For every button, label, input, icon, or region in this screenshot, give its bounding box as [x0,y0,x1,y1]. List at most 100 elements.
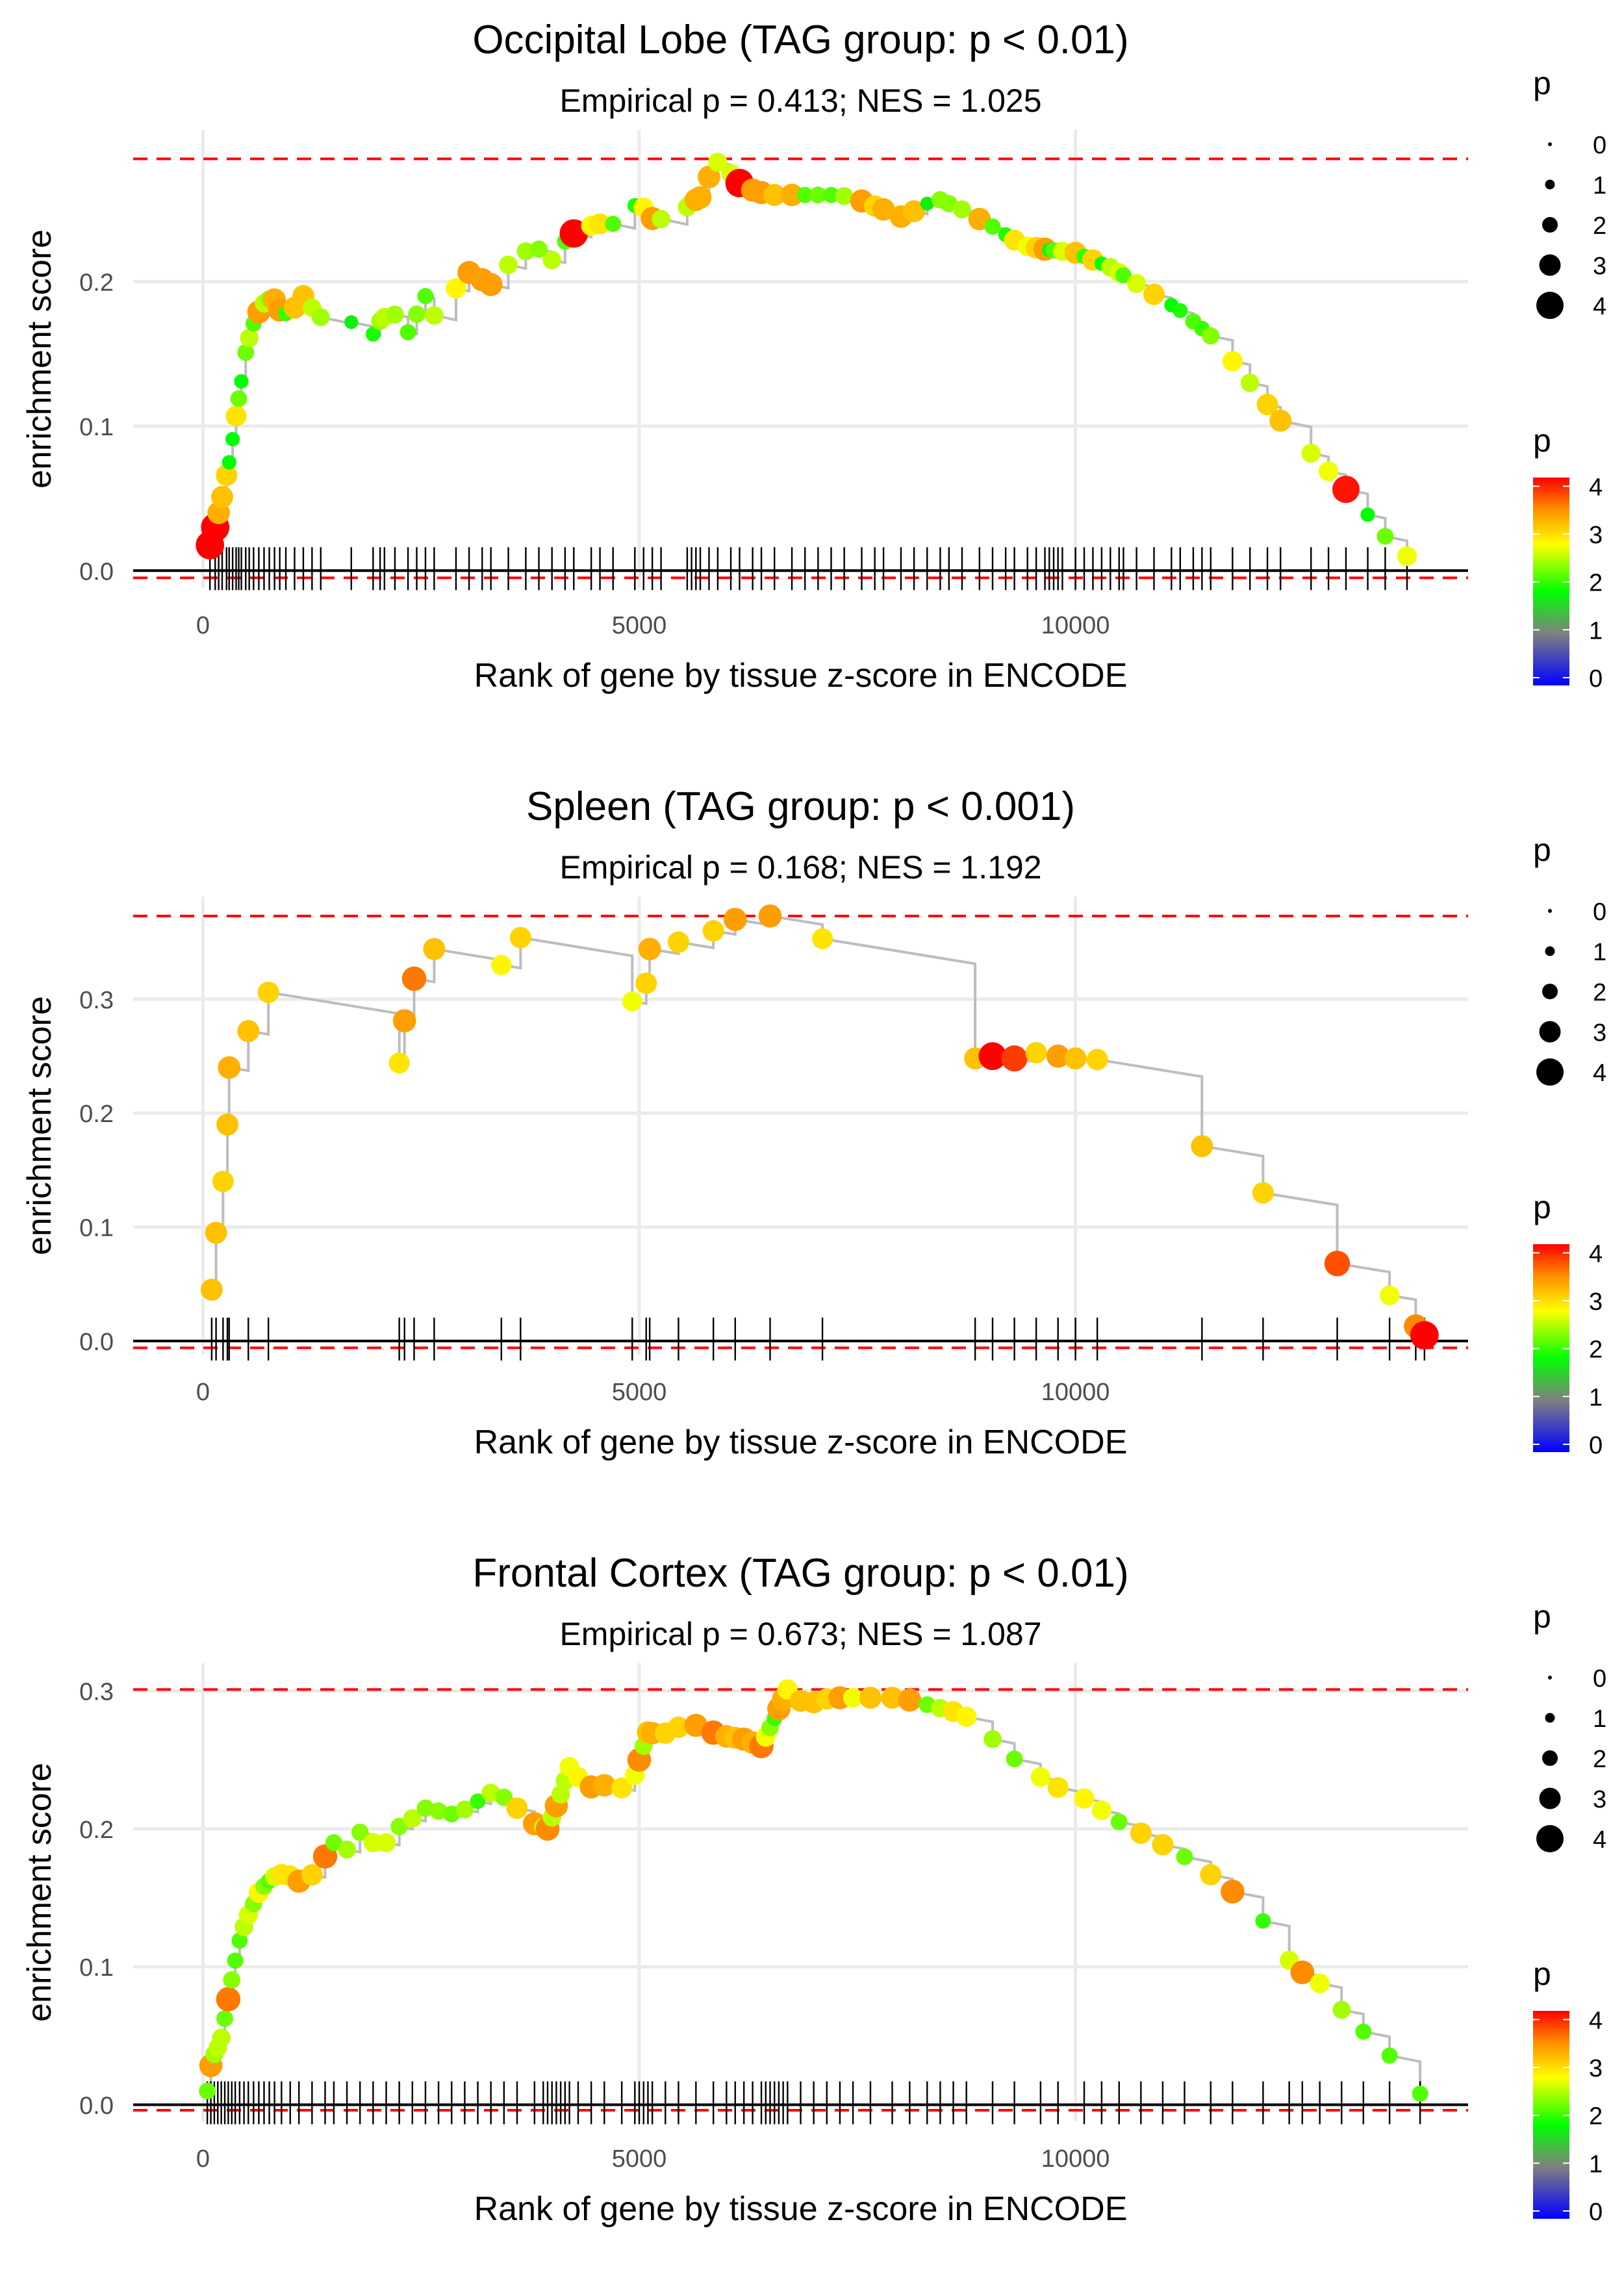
y-tick-label: 0.3 [79,1678,114,1706]
y-tick-label: 0.0 [79,1329,114,1356]
enrichment-point [652,209,670,229]
color-legend-label: 2 [1589,2103,1603,2130]
enrichment-point [1290,1960,1315,1984]
color-legend-label: 4 [1589,474,1603,501]
y-tick-label: 0.3 [79,987,114,1014]
x-tick-label: 5000 [612,612,667,639]
enrichment-point [1110,1813,1128,1831]
enrichment-point [470,1793,486,1809]
enrichment-point [1126,274,1147,293]
color-legend-label: 4 [1589,1240,1603,1268]
size-legend-label: 0 [1593,132,1606,159]
size-legend-label: 0 [1593,1665,1606,1693]
color-legend-label: 2 [1589,570,1603,597]
size-legend-key [1542,1750,1558,1766]
enrichment-point [984,218,1001,235]
enrichment-point [530,240,548,258]
enrichment-point [216,1113,239,1136]
size-legend-label: 4 [1593,1826,1606,1854]
enrichment-point [1173,303,1188,318]
enrichment-point [417,288,434,305]
enrichment-point [796,186,813,203]
enrichment-point [257,981,279,1003]
color-legend-label: 0 [1589,665,1603,693]
color-legend-label: 2 [1589,1336,1603,1364]
enrichment-point [401,966,427,991]
enrichment-point [635,972,657,994]
enrichment-point [611,1777,633,1799]
enrichment-point [1200,1863,1222,1885]
enrichment-point [479,273,503,296]
enrichment-point [429,1802,448,1820]
enrichment-point [425,306,444,325]
enrichment-point [222,455,236,470]
enrichment-point [1256,394,1278,416]
y-tick-label: 0.2 [79,270,114,297]
size-legend-title: p [1533,1598,1551,1635]
enrichment-point [227,1952,244,1969]
enrichment-point [1143,283,1165,305]
enrichment-point [376,1833,396,1852]
enrichment-point [225,405,247,427]
color-legend-title: p [1533,422,1551,459]
enrichment-point [455,1800,474,1819]
color-legend-label: 0 [1589,2199,1603,2226]
enrichment-point [325,1834,342,1851]
size-legend-key [1542,984,1558,999]
enrichment-point [903,200,926,223]
size-legend-label: 2 [1593,979,1606,1006]
y-axis-title: enrichment score [21,996,58,1255]
enrichment-point [495,1789,513,1806]
chart-title: Frontal Cortex (TAG group: p < 0.01) [472,1551,1128,1596]
enrichment-point [205,1221,227,1244]
enrichment-point [416,1799,435,1817]
enrichment-point [1074,1788,1095,1809]
enrichment-point [363,1833,383,1852]
y-tick-label: 0.0 [79,558,114,585]
size-legend-label: 3 [1593,1019,1606,1047]
chart-subtitle: Empirical p = 0.673; NES = 1.087 [559,1616,1041,1652]
enrichment-point [1221,1880,1245,1904]
y-tick-label: 0.2 [79,1101,114,1128]
enrichment-point [758,904,782,928]
size-legend-key [1539,254,1561,276]
size-legend-key [1539,1021,1561,1043]
x-axis-title: Rank of gene by tissue z-score in ENCODE [474,2190,1128,2228]
color-legend-label: 1 [1589,1384,1603,1411]
enrichment-point [559,219,589,248]
color-legend-title: p [1533,1189,1551,1225]
enrichment-point [589,213,611,235]
enrichment-point [1355,2023,1372,2040]
enrichment-point [978,1042,1007,1070]
enrichment-point [1025,1041,1047,1064]
enrichment-point [1152,1833,1174,1856]
enrichment-point [491,954,512,975]
enrichment-point [388,1052,410,1074]
enrichment-point [1240,373,1260,392]
size-legend-title: p [1533,65,1551,101]
x-tick-label: 10000 [1041,2145,1110,2173]
enrichment-point [605,216,622,233]
enrichment-point [301,1864,323,1886]
legend-3: p 0 1 2 3 4 p 4 3 2 1 0 [1533,1598,1606,2226]
enrichment-point [1191,1135,1213,1158]
enrichment-point [218,1056,241,1079]
y-tick-label: 0.2 [79,1817,114,1844]
enrichment-point [956,1706,977,1727]
enrichment-point [872,198,895,221]
enrichment-point [1252,1182,1274,1204]
enrichment-point [1046,1044,1070,1068]
x-tick-label: 0 [196,2145,210,2173]
legend-1: p 0 1 2 3 4 p 4 3 2 1 0 [1533,65,1606,693]
enrichment-point [403,1809,422,1828]
enrichment-point [835,186,854,205]
enrichment-point [231,1932,248,1949]
enrichment-point [1001,1045,1028,1072]
enrichment-point [1115,267,1132,284]
size-legend-key [1545,946,1555,956]
legend-2: p 0 1 2 3 4 p 4 3 2 1 0 [1533,832,1606,1459]
enrichment-point [708,152,728,172]
chart-subtitle: Empirical p = 0.168; NES = 1.192 [559,849,1041,886]
x-tick-label: 0 [196,612,210,639]
